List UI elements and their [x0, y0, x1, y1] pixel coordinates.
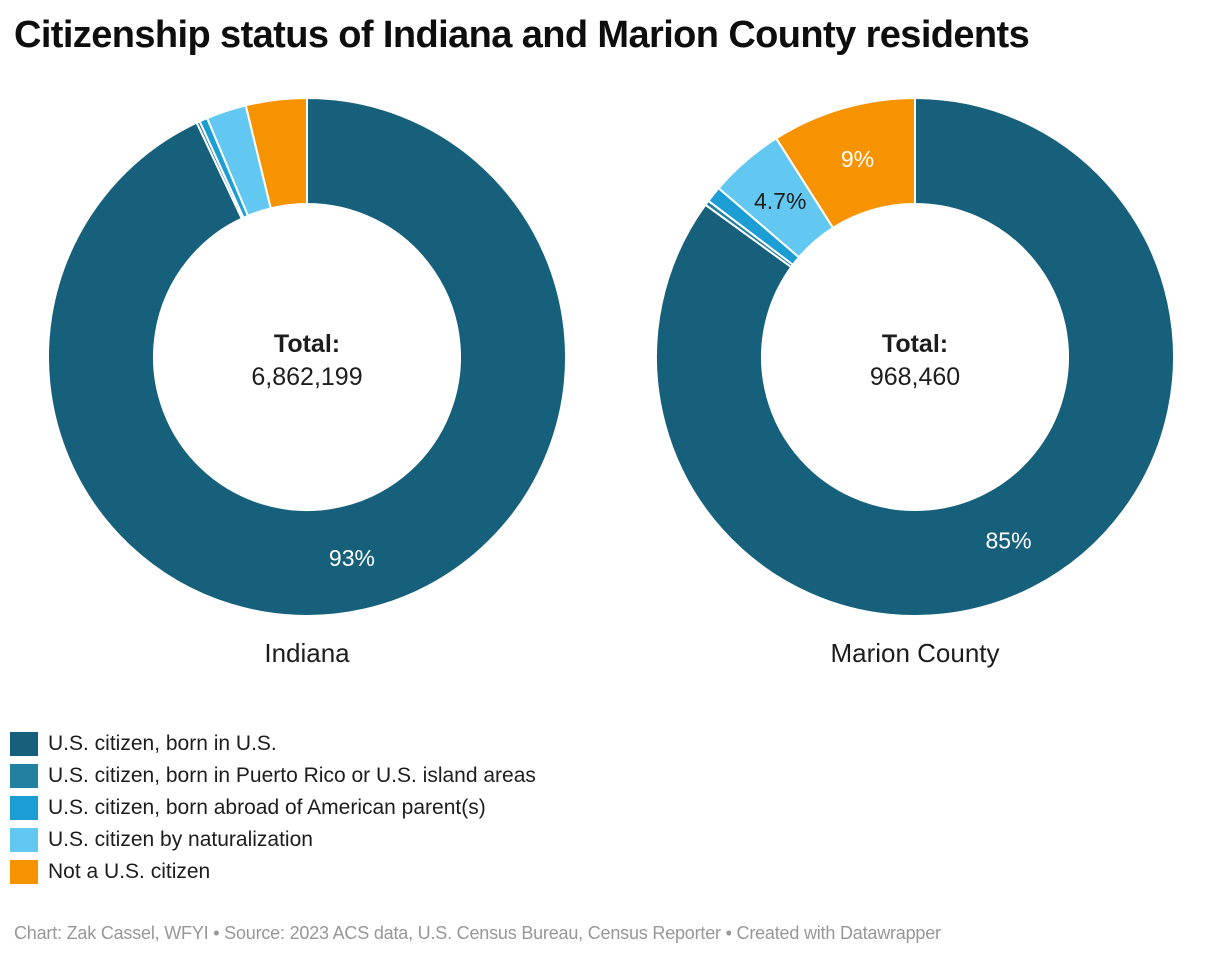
total-title-indiana: Total:: [273, 330, 341, 358]
donut-marion: 85% 4.7% 9% Total: 968,460 Marion County: [655, 97, 1175, 682]
center-total-marion: Total: 968,460: [715, 328, 1115, 394]
legend-swatch-born-puerto-rico: [10, 764, 38, 788]
total-value-indiana: 6,862,199: [251, 363, 363, 391]
color-legend: U.S. citizen, born in U.S. U.S. citizen,…: [10, 732, 536, 892]
slice-value-label-marion: 4.7%: [754, 188, 806, 214]
legend-item-naturalization: U.S. citizen by naturalization: [10, 828, 536, 852]
total-title-marion: Total:: [881, 330, 949, 358]
chart-area: 93% Total: 6,862,199 Indiana 85% 4.7% 9% T…: [0, 97, 1220, 677]
pie-title-indiana: Indiana: [264, 638, 350, 668]
legend-swatch-not-citizen: [10, 860, 38, 884]
total-value-marion: 968,460: [869, 363, 961, 391]
pie-title-marion: Marion County: [830, 638, 1000, 668]
legend-label: U.S. citizen by naturalization: [48, 828, 313, 851]
legend-label: U.S. citizen, born in Puerto Rico or U.S…: [48, 764, 536, 787]
legend-item-born-puerto-rico: U.S. citizen, born in Puerto Rico or U.S…: [10, 764, 536, 788]
slice-indiana-0[interactable]: [47, 97, 567, 617]
legend-item-born-abroad: U.S. citizen, born abroad of American pa…: [10, 796, 536, 820]
chart-byline-source: Chart: Zak Cassel, WFYI • Source: 2023 A…: [14, 923, 941, 943]
slice-marion-0[interactable]: [655, 97, 1175, 617]
slice-value-label-marion: 9%: [841, 146, 874, 172]
slice-value-label-indiana: 93%: [329, 545, 375, 571]
center-total-indiana: Total: 6,862,199: [107, 328, 507, 394]
legend-item-not-citizen: Not a U.S. citizen: [10, 860, 536, 884]
legend-swatch-born-abroad: [10, 796, 38, 820]
legend-swatch-born-in-us: [10, 732, 38, 756]
slice-indiana-4[interactable]: [244, 97, 308, 210]
legend-label: Not a U.S. citizen: [48, 860, 211, 883]
chart-title: Citizenship status of Indiana and Marion…: [14, 14, 1030, 56]
legend-label: U.S. citizen, born abroad of American pa…: [48, 796, 486, 819]
slice-value-label-marion: 85%: [985, 528, 1031, 554]
slice-marion-4[interactable]: [775, 97, 916, 229]
legend-label: U.S. citizen, born in U.S.: [48, 732, 277, 755]
donut-svg-marion: 85% 4.7% 9%: [655, 97, 1175, 617]
donut-svg-indiana: 93%: [47, 97, 567, 617]
legend-swatch-naturalization: [10, 828, 38, 852]
legend-item-born-in-us: U.S. citizen, born in U.S.: [10, 732, 536, 756]
donut-indiana: 93% Total: 6,862,199 Indiana: [47, 97, 567, 682]
